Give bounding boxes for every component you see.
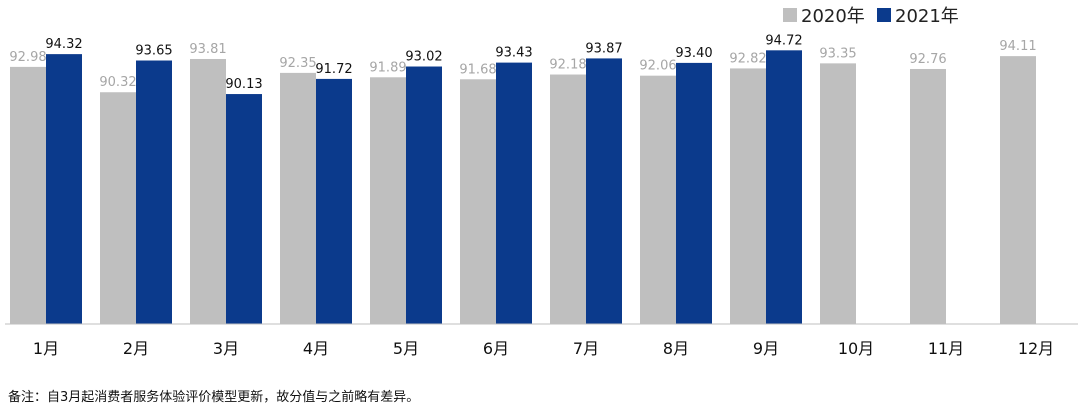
bar-2020年-7月 — [550, 74, 586, 325]
bar-2020年-1月 — [10, 66, 46, 324]
bar-2020年-12月 — [1000, 56, 1036, 324]
data-label-2020年-4月: 92.35 — [279, 56, 316, 71]
bar-2020年-11月 — [910, 68, 946, 324]
bar-2020年-4月 — [280, 72, 316, 325]
legend-swatch-2020年 — [783, 8, 797, 22]
x-tick-label-7月: 7月 — [573, 339, 599, 358]
x-tick-label-2月: 2月 — [123, 339, 149, 358]
bar-2021年-2月 — [136, 60, 172, 324]
x-tick-label-11月: 11月 — [928, 339, 964, 358]
data-label-2021年-6月: 93.43 — [495, 46, 532, 61]
bar-2021年-4月 — [316, 78, 352, 324]
data-label-2020年-12月: 94.11 — [999, 39, 1036, 54]
data-label-2021年-7月: 93.87 — [585, 41, 622, 56]
x-tick-label-5月: 5月 — [393, 339, 419, 358]
data-label-2020年-3月: 93.81 — [189, 42, 226, 57]
data-label-2021年-5月: 93.02 — [405, 50, 442, 65]
bar-2021年-9月 — [766, 50, 802, 324]
x-tick-label-10月: 10月 — [838, 339, 874, 358]
bar-2021年-8月 — [676, 62, 712, 325]
data-label-2021年-8月: 93.40 — [675, 46, 712, 61]
legend-label-2020年: 2020年 — [801, 6, 865, 27]
data-label-2020年-1月: 92.98 — [9, 50, 46, 65]
data-label-2020年-11月: 92.76 — [909, 52, 946, 67]
bar-2020年-8月 — [640, 75, 676, 324]
x-tick-label-3月: 3月 — [213, 339, 239, 358]
footnote: 备注：自3月起消费者服务体验评价模型更新，故分值与之前略有差异。 — [8, 390, 420, 405]
legend-swatch-2021年 — [877, 8, 891, 22]
x-tick-label-12月: 12月 — [1018, 339, 1054, 358]
data-label-2020年-5月: 91.89 — [369, 60, 406, 75]
data-label-2021年-2月: 93.65 — [135, 44, 172, 59]
x-tick-label-9月: 9月 — [753, 339, 779, 358]
bar-2020年-5月 — [370, 77, 406, 324]
bar-2021年-5月 — [406, 66, 442, 325]
bar-2020年-10月 — [820, 63, 856, 325]
data-label-2020年-9月: 92.82 — [729, 51, 766, 66]
x-tick-label-8月: 8月 — [663, 339, 689, 358]
data-label-2021年-4月: 91.72 — [315, 62, 352, 77]
bar-2021年-3月 — [226, 94, 262, 324]
data-label-2020年-8月: 92.06 — [639, 59, 676, 74]
data-label-2020年-2月: 90.32 — [99, 75, 136, 90]
data-label-2021年-1月: 94.32 — [45, 37, 82, 52]
legend-label-2021年: 2021年 — [895, 6, 959, 27]
x-tick-label-6月: 6月 — [483, 339, 509, 358]
x-tick-labels-group: 1月 2月 3月 4月 5月 6月 7月 8月 9月 10月 11月 12月 — [33, 339, 1054, 358]
data-label-2020年-6月: 91.68 — [459, 62, 496, 77]
data-label-2021年-3月: 90.13 — [225, 77, 262, 92]
bar-2020年-2月 — [100, 92, 136, 324]
bar-2021年-1月 — [46, 54, 82, 324]
x-tick-label-1月: 1月 — [33, 339, 59, 358]
legend: 2020年 2021年 — [783, 6, 959, 27]
data-label-2021年-9月: 94.72 — [765, 33, 802, 48]
bar-2020年-6月 — [460, 79, 496, 325]
bar-2021年-6月 — [496, 62, 532, 324]
bar-2020年-3月 — [190, 58, 226, 324]
x-tick-label-4月: 4月 — [303, 339, 329, 358]
bar-2020年-9月 — [730, 68, 766, 324]
bar-2021年-7月 — [586, 58, 622, 325]
data-label-2020年-7月: 92.18 — [549, 58, 586, 73]
data-label-2020年-10月: 93.35 — [819, 46, 856, 61]
bars-group — [10, 50, 1036, 325]
